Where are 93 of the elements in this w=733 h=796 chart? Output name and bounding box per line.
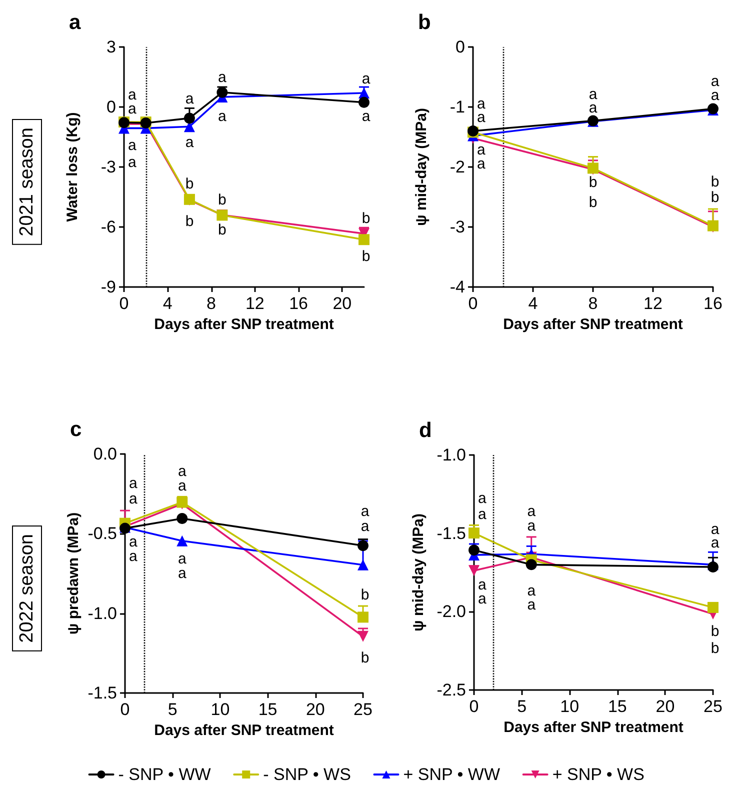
y-tick-label: -4 [450, 278, 465, 296]
x-tick-label: 10 [560, 697, 580, 716]
y-tick-label: -1.0 [436, 446, 466, 464]
y-tick-label: 0 [106, 98, 116, 116]
y-tick-label: -2.5 [436, 680, 466, 700]
x-tick-label: 16 [704, 294, 722, 313]
x-tick-label: 25 [704, 697, 722, 716]
y-axis-title: ψ predawn (MPa) [65, 512, 82, 635]
annotation: b [710, 640, 720, 657]
text: 2021 season [16, 127, 38, 236]
chart-title: c [70, 418, 82, 441]
annotation: b [218, 192, 226, 209]
x-axis-title: Days after SNP treatment [154, 722, 334, 739]
y-tick-label: -1.0 [88, 604, 117, 623]
annotation: a [178, 564, 187, 582]
legend-label: + SNP • WS [552, 765, 644, 784]
annotation: a [128, 137, 137, 154]
annotation: a [360, 503, 370, 520]
y-tick-label: -2 [450, 158, 465, 176]
y-tick-label: -3 [100, 158, 116, 176]
annotation: a [129, 548, 138, 566]
x-tick-label: 0 [119, 294, 129, 313]
chart-title: d [419, 419, 432, 442]
y-axis-title: Water loss (Kg) [64, 112, 81, 222]
annotation: b [362, 210, 370, 227]
annotation: b [588, 174, 598, 192]
x-tick-label: 12 [644, 294, 662, 313]
y-tick-label: -6 [100, 218, 116, 236]
annotation: a [129, 474, 138, 492]
annotation: b [588, 194, 598, 212]
annotation: b [360, 586, 370, 604]
x-tick-label: 0 [468, 294, 478, 313]
annotation: a [710, 87, 720, 104]
x-tick-label: 5 [517, 697, 527, 716]
x-tick-label: 15 [258, 700, 278, 719]
y-tick-label: -1.5 [88, 684, 117, 702]
annotation: b [185, 213, 194, 230]
x-tick-label: 25 [354, 700, 372, 719]
x-tick-label: 8 [206, 294, 216, 313]
x-tick-label: 20 [332, 294, 352, 313]
y-tick-label: -3 [450, 218, 465, 236]
x-tick-label: 0 [120, 700, 130, 719]
legend-label: - SNP • WW [118, 765, 211, 784]
annotation: a [710, 72, 720, 90]
annotation: a [362, 108, 371, 126]
annotation: a [362, 70, 371, 88]
x-axis-title: Days after SNP treatment [503, 316, 683, 333]
annotation: a [478, 506, 487, 523]
x-tick-label: 10 [210, 700, 230, 719]
y-tick-label: -1.5 [436, 524, 466, 543]
x-tick-label: 4 [528, 294, 538, 313]
annotation: a [360, 518, 370, 535]
chart-title: a [69, 11, 81, 34]
x-tick-label: 20 [656, 697, 675, 716]
text: 2022 season [16, 534, 38, 643]
x-tick-label: 12 [245, 294, 264, 313]
y-tick-label: 0 [456, 38, 465, 56]
annotation: a [178, 550, 187, 568]
x-axis-title: Days after SNP treatment [504, 719, 684, 736]
annotation: b [362, 248, 370, 265]
annotation: a [218, 108, 227, 126]
annotation: b [218, 222, 226, 239]
annotation: b [710, 174, 720, 191]
annotation: b [360, 649, 370, 666]
legend-label: - SNP • WS [263, 765, 351, 784]
y-tick-label: 0.0 [93, 444, 117, 464]
x-tick-label: 15 [608, 697, 627, 716]
annotation: a [185, 90, 194, 108]
y-tick-label: -2.0 [436, 602, 466, 622]
x-tick-label: 5 [168, 700, 178, 719]
y-tick-label: -9 [100, 278, 116, 296]
y-axis-title: ψ mid-day (MPa) [410, 514, 427, 632]
annotation: b [185, 176, 194, 193]
annotation: a [185, 134, 194, 151]
x-tick-label: 20 [306, 700, 325, 719]
annotation: b [710, 189, 720, 206]
x-tick-label: 0 [469, 697, 479, 716]
annotation: a [129, 490, 138, 508]
annotation: a [218, 68, 227, 86]
y-tick-label: -0.5 [88, 524, 117, 544]
y-axis-title: ψ mid-day (MPa) [413, 108, 430, 226]
x-tick-label: 4 [162, 294, 172, 313]
x-tick-label: 8 [588, 294, 598, 313]
legend-label: + SNP • WW [403, 765, 500, 784]
annotation: a [129, 534, 138, 551]
chart-title: b [418, 11, 431, 34]
annotation: b [710, 623, 720, 640]
x-axis-title: Days after SNP treatment [154, 316, 334, 333]
x-tick-label: 16 [289, 294, 308, 313]
y-tick-label: -1 [450, 98, 465, 116]
annotation: a [128, 154, 137, 171]
y-tick-label: 3 [106, 38, 116, 56]
annotation: a [478, 490, 487, 507]
